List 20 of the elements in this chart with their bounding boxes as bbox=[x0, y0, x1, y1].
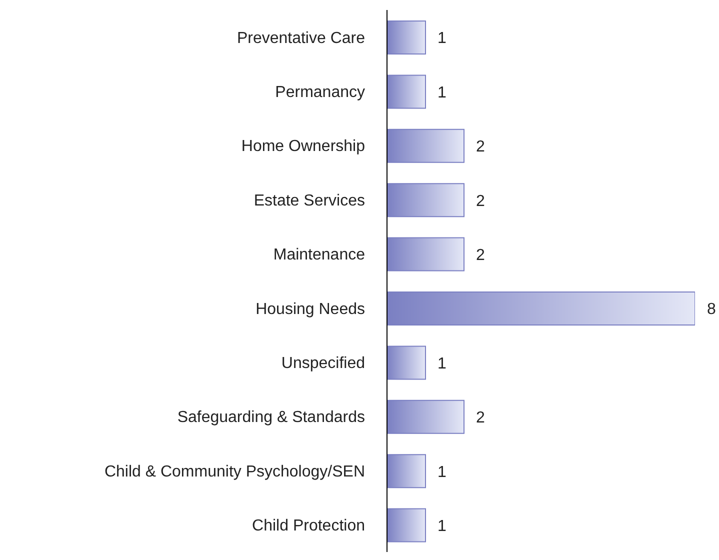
data-label: 2 bbox=[476, 138, 485, 156]
y-tick-label: Permanancy bbox=[275, 84, 365, 101]
y-tick-label: Unspecified bbox=[281, 354, 365, 372]
y-tick-label: Child & Community Psychology/SEN bbox=[104, 463, 365, 480]
data-label: 2 bbox=[476, 192, 485, 210]
y-tick-label: Preventative Care bbox=[236, 30, 366, 47]
data-label: 2 bbox=[476, 410, 485, 427]
y-tick-label: Home Ownership bbox=[241, 138, 366, 156]
data-label: 8 bbox=[707, 301, 716, 318]
y-tick-label: Maintenance bbox=[273, 246, 366, 264]
data-label: 2 bbox=[476, 246, 485, 264]
y-tick-label: Child Protection bbox=[252, 518, 365, 535]
data-label: 1 bbox=[438, 518, 446, 535]
data-label: 1 bbox=[438, 84, 446, 102]
y-tick-label: Estate Services bbox=[254, 192, 365, 210]
y-tick-label: Housing Needs bbox=[256, 300, 365, 318]
data-label: 1 bbox=[438, 355, 446, 372]
data-label: 1 bbox=[438, 464, 446, 481]
y-tick-label: Safeguarding & Standards bbox=[177, 409, 365, 426]
data-label: 1 bbox=[438, 30, 446, 48]
